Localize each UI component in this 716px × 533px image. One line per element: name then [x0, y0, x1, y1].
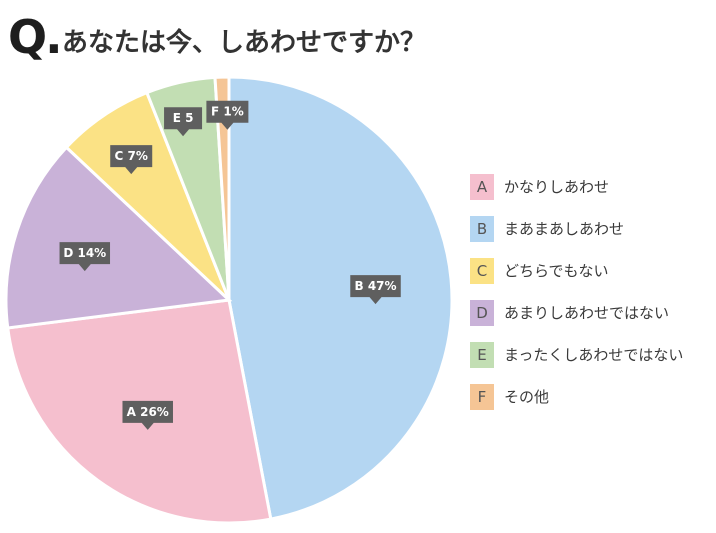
callout-b: B 47% — [350, 275, 401, 305]
callout-e: E 5 — [164, 107, 203, 137]
pie-slice-d — [4, 145, 233, 330]
pie-slice-b — [227, 75, 454, 521]
legend-item-e: E まったくしあわせではない — [468, 340, 716, 382]
question-mark-label: Q. — [8, 10, 63, 64]
callout-label-a: A 26% — [127, 405, 169, 419]
legend-label-b: まあまあしあわせ — [504, 220, 625, 238]
legend-item-b: B まあまあしあわせ — [468, 214, 716, 256]
legend-label-e: まったくしあわせではない — [504, 346, 684, 364]
callout-box-b — [350, 275, 401, 305]
legend-swatch-d: D — [470, 300, 494, 326]
callout-label-c: C 7% — [115, 149, 148, 163]
callout-box-e — [164, 107, 203, 137]
callout-box-f — [206, 100, 249, 130]
legend-label-c: どちらでもない — [504, 262, 609, 280]
callout-label-d: D 14% — [63, 246, 106, 260]
callout-d: D 14% — [59, 242, 111, 272]
legend-swatch-c: C — [470, 258, 494, 284]
legend-swatch-e: E — [470, 342, 494, 368]
legend-item-d: D あまりしあわせではない — [468, 298, 716, 340]
legend-item-c: C どちらでもない — [468, 256, 716, 298]
legend-swatch-f: F — [470, 384, 494, 410]
legend-label-f: その他 — [504, 388, 550, 406]
legend-label-a: かなりしあわせ — [504, 178, 610, 196]
legend-swatch-a: A — [470, 174, 494, 200]
callout-f: F 1% — [206, 100, 249, 130]
legend-label-d: あまりしあわせではない — [504, 304, 670, 322]
callout-label-b: B 47% — [355, 279, 397, 293]
question-title: あなたは今、しあわせですか？ — [62, 28, 427, 58]
pie-slice-f — [213, 75, 231, 301]
legend-item-f: F その他 — [468, 382, 716, 424]
legend-item-a: A かなりしあわせ — [468, 172, 716, 214]
callout-box-c — [110, 145, 153, 175]
callout-c: C 7% — [110, 145, 153, 175]
callout-box-a — [122, 400, 173, 430]
callout-label-e: E 5 — [173, 111, 194, 125]
legend-swatch-b: B — [470, 216, 494, 242]
callout-a: A 26% — [122, 400, 173, 430]
callout-box-d — [59, 242, 111, 272]
legend: A かなりしあわせ B まあまあしあわせ C どちらでもない D あまりしあわせ… — [468, 172, 716, 424]
callout-label-f: F 1% — [211, 105, 244, 119]
